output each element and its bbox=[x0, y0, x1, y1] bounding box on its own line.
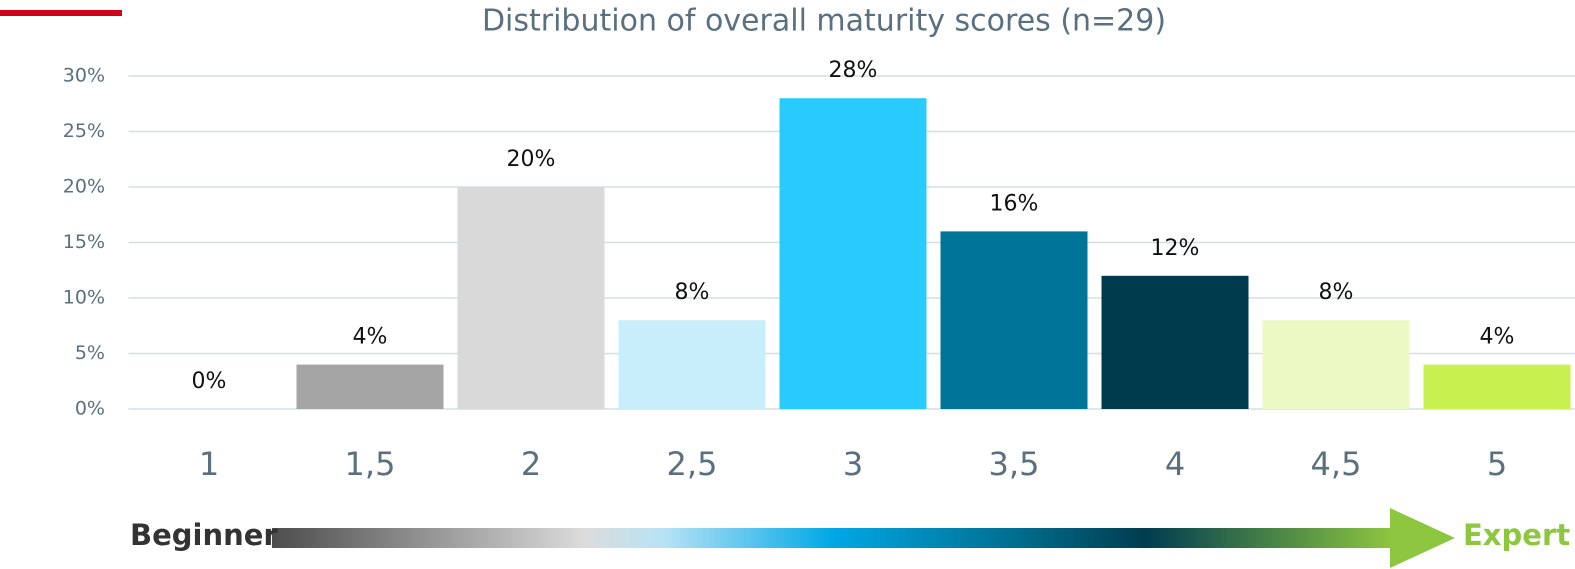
y-tick-label: 15% bbox=[63, 231, 105, 253]
scale-end-label: Expert bbox=[1463, 518, 1570, 552]
y-tick-label: 10% bbox=[63, 287, 105, 309]
x-tick-label: 4,5 bbox=[1311, 445, 1362, 483]
y-tick-label: 25% bbox=[63, 120, 105, 142]
bar bbox=[457, 187, 605, 409]
y-tick-label: 30% bbox=[63, 65, 105, 87]
accent-bar bbox=[0, 10, 122, 16]
y-tick-label: 5% bbox=[75, 342, 105, 364]
x-tick-label: 2,5 bbox=[667, 445, 718, 483]
chart-title: Distribution of overall maturity scores … bbox=[482, 4, 1166, 39]
value-label: 28% bbox=[829, 58, 878, 83]
bar bbox=[940, 231, 1088, 409]
value-label: 12% bbox=[1151, 236, 1200, 261]
value-label: 8% bbox=[675, 280, 710, 305]
x-tick-label: 5 bbox=[1487, 445, 1507, 483]
value-label: 16% bbox=[990, 191, 1039, 216]
y-tick-label: 20% bbox=[63, 176, 105, 198]
value-label: 0% bbox=[192, 369, 227, 394]
value-label: 4% bbox=[353, 325, 388, 350]
scale-arrow bbox=[1390, 508, 1455, 568]
bar bbox=[1262, 320, 1410, 409]
value-label: 4% bbox=[1480, 325, 1515, 350]
bar bbox=[296, 364, 444, 409]
bar bbox=[1423, 364, 1571, 409]
value-label: 8% bbox=[1319, 280, 1354, 305]
x-tick-label: 1,5 bbox=[345, 445, 396, 483]
bar bbox=[1101, 275, 1249, 409]
x-tick-label: 4 bbox=[1165, 445, 1185, 483]
y-tick-label: 0% bbox=[75, 398, 105, 420]
x-tick-label: 2 bbox=[521, 445, 541, 483]
x-tick-label: 1 bbox=[199, 445, 219, 483]
bar bbox=[618, 320, 766, 409]
x-tick-label: 3,5 bbox=[989, 445, 1040, 483]
scale-start-label: Beginner bbox=[130, 518, 278, 552]
bar bbox=[779, 98, 927, 409]
scale-bar bbox=[272, 528, 1392, 548]
value-label: 20% bbox=[507, 147, 556, 172]
x-tick-label: 3 bbox=[843, 445, 863, 483]
